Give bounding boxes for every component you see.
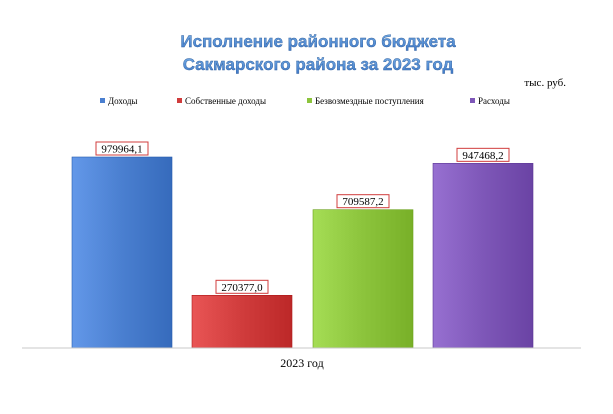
legend-swatch-3: [307, 98, 312, 103]
bar-4: [432, 163, 534, 349]
unit-label: тыс. руб.: [524, 77, 566, 89]
legend-swatch-1: [100, 98, 105, 103]
legend-swatch-4: [470, 98, 475, 103]
x-category-label: 2023 год: [280, 356, 323, 370]
bars-group: 979964,1 270377,0 709587,2 947468,2: [71, 141, 534, 349]
bar-3: [312, 209, 414, 349]
data-label-box-1: [95, 141, 149, 156]
data-label-box-2: [215, 279, 269, 294]
bar-2: [191, 295, 293, 349]
data-label-2: 270377,0: [221, 282, 263, 294]
data-label-4: 947468,2: [462, 150, 503, 162]
legend: Доходы Собственные доходы Безвозмездные по…: [100, 96, 510, 106]
data-label-3: 709587,2: [342, 196, 383, 208]
chart-title-line-1: Исполнение районного бюджета: [180, 32, 456, 51]
data-label-box-3: [336, 194, 390, 209]
legend-label-1: Доходы: [108, 96, 137, 106]
data-label-box-4: [456, 147, 510, 162]
legend-label-2: Собственные доходы: [185, 96, 266, 106]
data-label-1: 979964,1: [101, 144, 142, 156]
legend-label-4: Расходы: [478, 96, 510, 106]
legend-swatch-2: [177, 98, 182, 103]
chart-title-line-2: Сакмарского района за 2023 год: [183, 55, 454, 74]
bar-1: [71, 156, 173, 349]
legend-label-3: Безвозмездные поступления: [315, 96, 424, 106]
